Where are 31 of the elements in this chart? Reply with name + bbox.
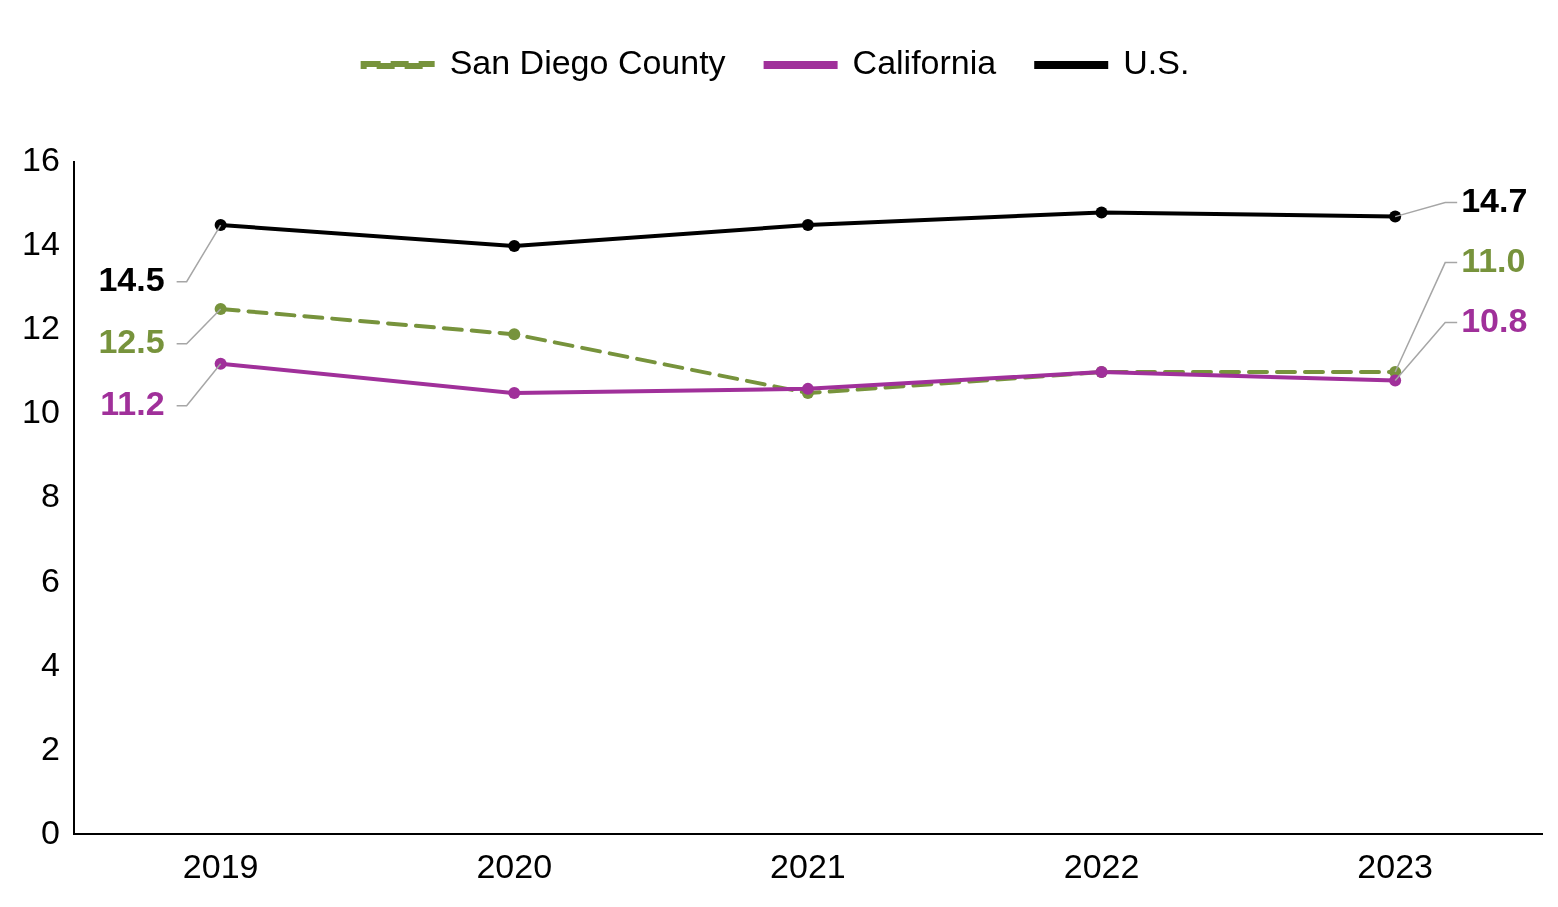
y-tick-label: 8: [40, 476, 60, 515]
legend-label: U.S.: [1123, 43, 1190, 82]
x-tick-label: 2021: [770, 846, 846, 885]
y-tick-label: 4: [40, 644, 60, 683]
point: [508, 328, 521, 341]
legend-label: California: [852, 43, 997, 82]
y-tick-label: 2: [40, 728, 60, 767]
x-tick-label: 2019: [182, 846, 259, 885]
x-tick-label: 2022: [1063, 846, 1140, 885]
y-tick-label: 12: [21, 308, 60, 347]
y-tick-label: 14: [21, 224, 60, 263]
data-label: 11.0: [1461, 240, 1526, 279]
data-label: 11.2: [100, 384, 165, 423]
point: [508, 387, 521, 400]
point: [1095, 206, 1108, 219]
data-label: 14.7: [1461, 180, 1528, 219]
y-tick-label: 16: [21, 140, 60, 179]
x-tick-label: 2023: [1357, 846, 1433, 885]
point: [508, 240, 521, 253]
y-tick-label: 10: [21, 392, 60, 431]
y-tick-label: 0: [40, 812, 60, 851]
legend-label: San Diego County: [449, 43, 726, 82]
data-label: 10.8: [1461, 300, 1528, 339]
y-tick-label: 6: [40, 560, 60, 599]
point: [801, 219, 814, 232]
data-label: 14.5: [98, 260, 165, 299]
data-label: 12.5: [98, 322, 165, 361]
point: [801, 382, 814, 395]
point: [214, 303, 227, 316]
x-tick-label: 2020: [476, 846, 553, 885]
point: [214, 219, 227, 232]
